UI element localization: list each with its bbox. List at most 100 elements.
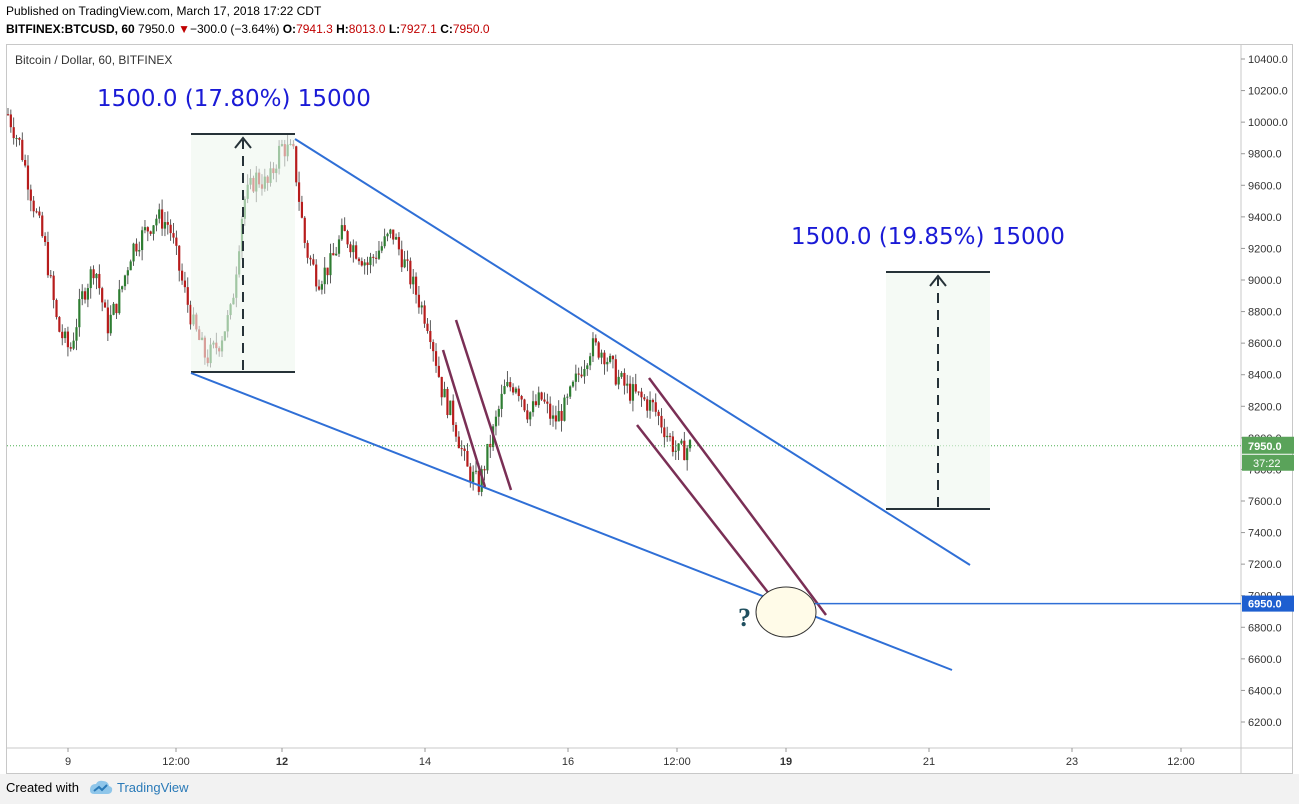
- candle-body: [623, 372, 626, 386]
- candle-body: [583, 369, 586, 377]
- candle-body: [337, 239, 341, 254]
- y-tick-label: 10400.0: [1248, 54, 1288, 66]
- candle-body: [571, 381, 575, 387]
- candle-body: [152, 225, 155, 234]
- target-ellipse: [755, 586, 817, 638]
- candle-body: [61, 331, 64, 339]
- x-tick-label: 12: [276, 756, 288, 768]
- candle-body: [466, 450, 469, 467]
- candle-body: [389, 229, 392, 234]
- candle-body: [406, 259, 409, 261]
- candle-body: [626, 383, 629, 386]
- candle-body: [43, 236, 47, 243]
- high-label: H:: [336, 22, 349, 36]
- candle-body: [463, 448, 466, 451]
- price-tags: 7950.0 37:22 6950.0: [1242, 436, 1294, 612]
- candle-body: [6, 114, 10, 116]
- candle-body: [668, 435, 672, 437]
- candle-body: [186, 287, 189, 305]
- candle-body: [103, 302, 107, 308]
- question-mark: ?: [738, 603, 751, 632]
- candle-body: [309, 257, 312, 260]
- x-tick-label: 12:00: [162, 756, 190, 768]
- candle-body: [55, 299, 58, 318]
- tradingview-brand-link[interactable]: TradingView: [117, 780, 189, 795]
- candle-body: [577, 373, 580, 375]
- candle-body: [386, 233, 389, 237]
- chart-svg[interactable]: 10400.0 10200.0 10000.0 9800.0 9600.0 9400.0 9…: [0, 0, 1299, 774]
- candle-body: [574, 373, 577, 382]
- y-tick-label: 7400.0: [1248, 528, 1282, 540]
- candle-body: [446, 388, 449, 416]
- candle-body: [18, 138, 21, 140]
- candle-body: [449, 400, 452, 416]
- candle-body: [417, 294, 421, 308]
- countdown-tag-text: 37:22: [1253, 458, 1281, 470]
- high-value: 8013.0: [348, 22, 386, 36]
- y-tick-label: 7600.0: [1248, 496, 1282, 508]
- arrow-up-icon: [234, 136, 252, 149]
- symbol-name: BITFINEX:BTCUSD, 60: [6, 22, 135, 36]
- open-label: O:: [282, 22, 297, 36]
- candle-body: [671, 436, 674, 452]
- x-tick-label: 12:00: [1167, 756, 1195, 768]
- candle-body: [586, 365, 589, 370]
- channel-line: [647, 377, 828, 616]
- candle-body: [423, 305, 426, 324]
- candle-body: [375, 257, 378, 259]
- candle-body: [514, 388, 518, 393]
- candle-body: [654, 402, 657, 412]
- candle-body: [503, 386, 506, 394]
- candle-body: [543, 399, 546, 402]
- candle-body: [38, 211, 41, 216]
- candle-body: [477, 470, 480, 492]
- y-tick-label: 7200.0: [1248, 559, 1282, 571]
- candle-body: [315, 264, 318, 287]
- candle-body: [112, 303, 115, 315]
- candle-body: [383, 236, 386, 247]
- channel-line: [454, 319, 513, 491]
- candle-body: [614, 359, 617, 385]
- candle-body: [589, 356, 592, 366]
- y-tick-label: 8200.0: [1248, 401, 1282, 413]
- x-tick-label: 19: [780, 756, 792, 768]
- candle-body: [657, 411, 660, 416]
- candle-body: [363, 262, 366, 266]
- candle-body: [343, 225, 346, 232]
- tradingview-logo-icon[interactable]: [88, 778, 114, 798]
- candle-body: [380, 246, 383, 251]
- candle-body: [189, 304, 192, 325]
- candle-body: [506, 382, 509, 387]
- candle-body: [101, 288, 104, 303]
- candle-body: [323, 267, 326, 285]
- y-tick-label: 9200.0: [1248, 243, 1282, 255]
- candle-body: [29, 189, 32, 201]
- close-value: 7950.0: [452, 22, 490, 36]
- candle-body: [92, 269, 95, 279]
- lower-trendline: [190, 372, 953, 671]
- candle-body: [400, 249, 403, 268]
- low-label: L:: [388, 22, 401, 36]
- candle-body: [12, 127, 15, 139]
- candle-body: [303, 217, 306, 243]
- candle-body: [457, 436, 460, 449]
- candle-body: [683, 440, 686, 461]
- candle-body: [32, 200, 35, 212]
- candle-body: [63, 331, 67, 339]
- candle-body: [483, 469, 486, 471]
- candle-body: [500, 393, 503, 409]
- candle-body: [352, 245, 355, 253]
- candle-body: [549, 403, 552, 419]
- candle-body: [178, 245, 181, 271]
- candle-body: [349, 244, 352, 253]
- candle-body: [340, 225, 343, 240]
- candle-body: [580, 374, 583, 377]
- candle-body: [420, 305, 423, 308]
- candle-body: [609, 355, 612, 362]
- drawings: ? 1500.0 (17.80%) 15000 1500.0 (19.85%) 15…: [7, 86, 1241, 671]
- candle-body: [511, 387, 515, 393]
- candle-body: [688, 440, 692, 449]
- y-tick-label: 10200.0: [1248, 86, 1288, 98]
- candles: [6, 108, 692, 497]
- candle-body: [531, 401, 535, 413]
